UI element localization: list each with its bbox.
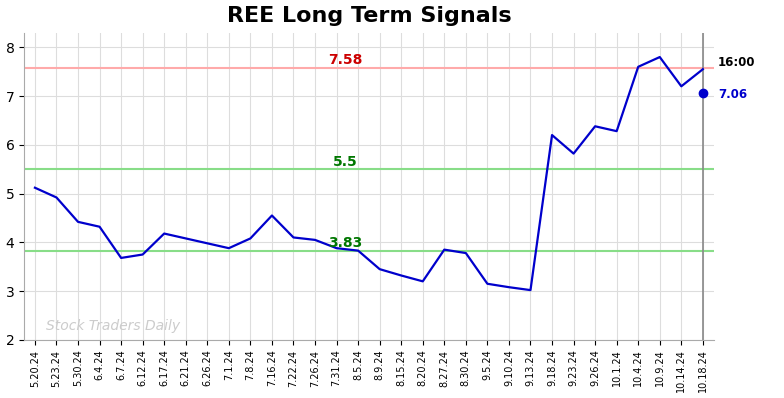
Text: 3.83: 3.83 bbox=[328, 236, 362, 250]
Text: 7.58: 7.58 bbox=[328, 53, 362, 67]
Text: 7.06: 7.06 bbox=[718, 88, 747, 101]
Text: 5.5: 5.5 bbox=[333, 155, 358, 169]
Text: 16:00: 16:00 bbox=[718, 56, 756, 69]
Title: REE Long Term Signals: REE Long Term Signals bbox=[227, 6, 511, 25]
Text: Stock Traders Daily: Stock Traders Daily bbox=[45, 318, 180, 333]
